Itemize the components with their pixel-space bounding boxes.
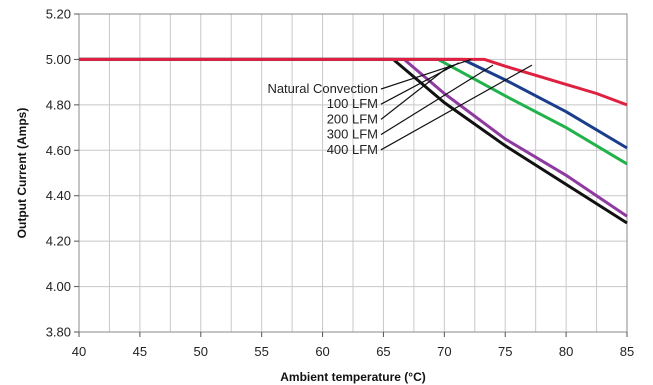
y-tick-label: 4.00	[46, 279, 71, 294]
x-tick-label: 75	[498, 344, 512, 359]
axes: 3.80 4.00 4.20 4.40 4.60 4.80 5.00 5.20 40 45 50 55…	[46, 7, 635, 360]
y-tick-label: 4.40	[46, 188, 71, 203]
x-tick-label: 50	[194, 344, 208, 359]
annotation-leader-line	[380, 64, 494, 136]
annotation-label: 400 LFM	[327, 142, 378, 157]
grid	[78, 13, 628, 333]
x-tick-label: 60	[315, 344, 329, 359]
y-tick-label: 4.60	[46, 143, 71, 158]
x-tick-label: 45	[133, 344, 147, 359]
x-axis-title: Ambient temperature (°C)	[280, 370, 425, 384]
annotation-leader-line	[380, 64, 533, 151]
annotation-label: 200 LFM	[327, 111, 378, 126]
y-tick-label: 5.00	[46, 52, 71, 67]
series-line	[79, 57, 628, 107]
annotation-label: 100 LFM	[327, 96, 378, 111]
annotation-label: 300 LFM	[327, 127, 378, 142]
annotation-leader-line	[380, 62, 460, 105]
annotation-leader-line	[380, 64, 451, 120]
plot-frame	[78, 13, 628, 333]
y-tick-label: 3.80	[46, 325, 71, 340]
x-tick-label: 65	[376, 344, 390, 359]
y-tick-label: 5.20	[46, 7, 71, 22]
y-tick-label: 4.20	[46, 234, 71, 249]
annotation-label: Natural Convection	[267, 81, 378, 96]
x-tick-label: 55	[254, 344, 268, 359]
x-tick-label: 85	[620, 344, 634, 359]
x-tick-label: 80	[559, 344, 573, 359]
y-tick-label: 4.80	[46, 97, 71, 112]
x-tick-label: 40	[72, 344, 86, 359]
x-tick-label: 70	[437, 344, 451, 359]
y-axis-title: Output Current (Amps)	[15, 108, 29, 239]
